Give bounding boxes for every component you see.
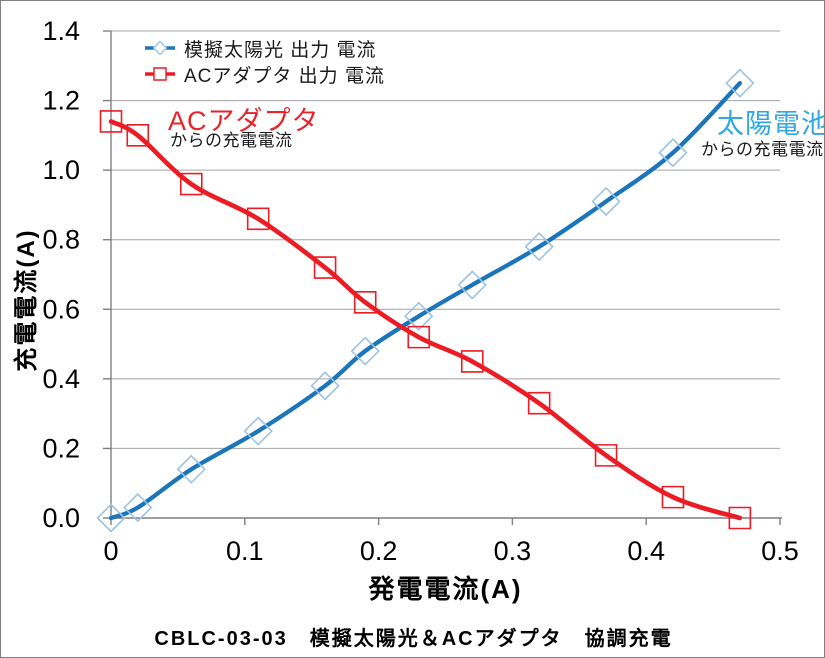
annotation-ac-adapter-sub: からの充電電流 [170,131,293,150]
diamond-marker [243,416,273,446]
square-marker [126,124,150,147]
square-marker [313,256,337,279]
square-marker [407,325,431,349]
square-marker [246,207,270,231]
square-marker [99,110,123,133]
diamond-marker [591,186,621,217]
y-tick-label: 1.4 [42,16,80,46]
legend-diamond-marker-icon [145,40,175,56]
x-tick-label: 0.3 [494,536,532,566]
diamond-marker [176,454,206,484]
square-marker [594,444,618,467]
diamond-marker [310,371,340,401]
diamond-marker [725,68,755,98]
square-marker [353,291,377,314]
x-tick-label: 0.2 [360,536,398,566]
diamond-marker [524,232,554,262]
legend-square-marker-icon [145,67,175,81]
y-tick-label: 1.0 [42,155,80,185]
annotation-ac-adapter: ACアダプタ [168,106,320,136]
series-line-1 [108,119,743,521]
diamond-marker [123,492,153,523]
x-axis-title: 発電電流(A) [368,574,523,604]
square-marker [460,350,484,373]
x-tick-label: 0.5 [761,536,799,566]
x-tick-label: 0.1 [226,536,264,566]
y-tick-label: 0.2 [42,433,80,463]
legend-item-ac: ACアダプタ 出力 電流 [145,61,385,87]
diamond-marker [404,301,434,331]
chart-title: CBLC-03-03 模擬太陽光＆ACアダプタ 協調充電 [154,628,673,650]
legend-item-solar: 模擬太陽光 出力 電流 [145,35,385,61]
y-tick-label: 0.4 [42,364,80,394]
square-marker [527,391,551,415]
legend-label-ac: ACアダプタ 出力 電流 [184,65,385,87]
diamond-marker [658,138,688,168]
annotation-solar-cell-sub: からの充電電流 [701,140,824,159]
square-marker [179,172,203,196]
square-marker [728,506,752,530]
y-tick-label: 0.8 [42,225,80,255]
diamond-marker [457,270,487,300]
annotation-solar-cell: 太陽電池 [717,109,825,139]
diamond-icon [152,40,168,56]
x-tick-label: 0 [103,536,118,566]
diamond-marker [96,503,126,533]
y-tick-label: 0.6 [42,294,80,324]
diamond-marker [350,336,380,366]
y-tick-label: 0.0 [42,503,80,533]
y-axis-title: 充電電流(A) [13,228,40,372]
square-icon [153,67,167,81]
y-tick-label: 1.2 [42,86,80,116]
legend-label-solar: 模擬太陽光 出力 電流 [184,39,377,61]
square-marker [661,485,685,509]
legend: 模擬太陽光 出力 電流 ACアダプタ 出力 電流 [145,35,385,87]
x-tick-label: 0.4 [627,536,665,566]
